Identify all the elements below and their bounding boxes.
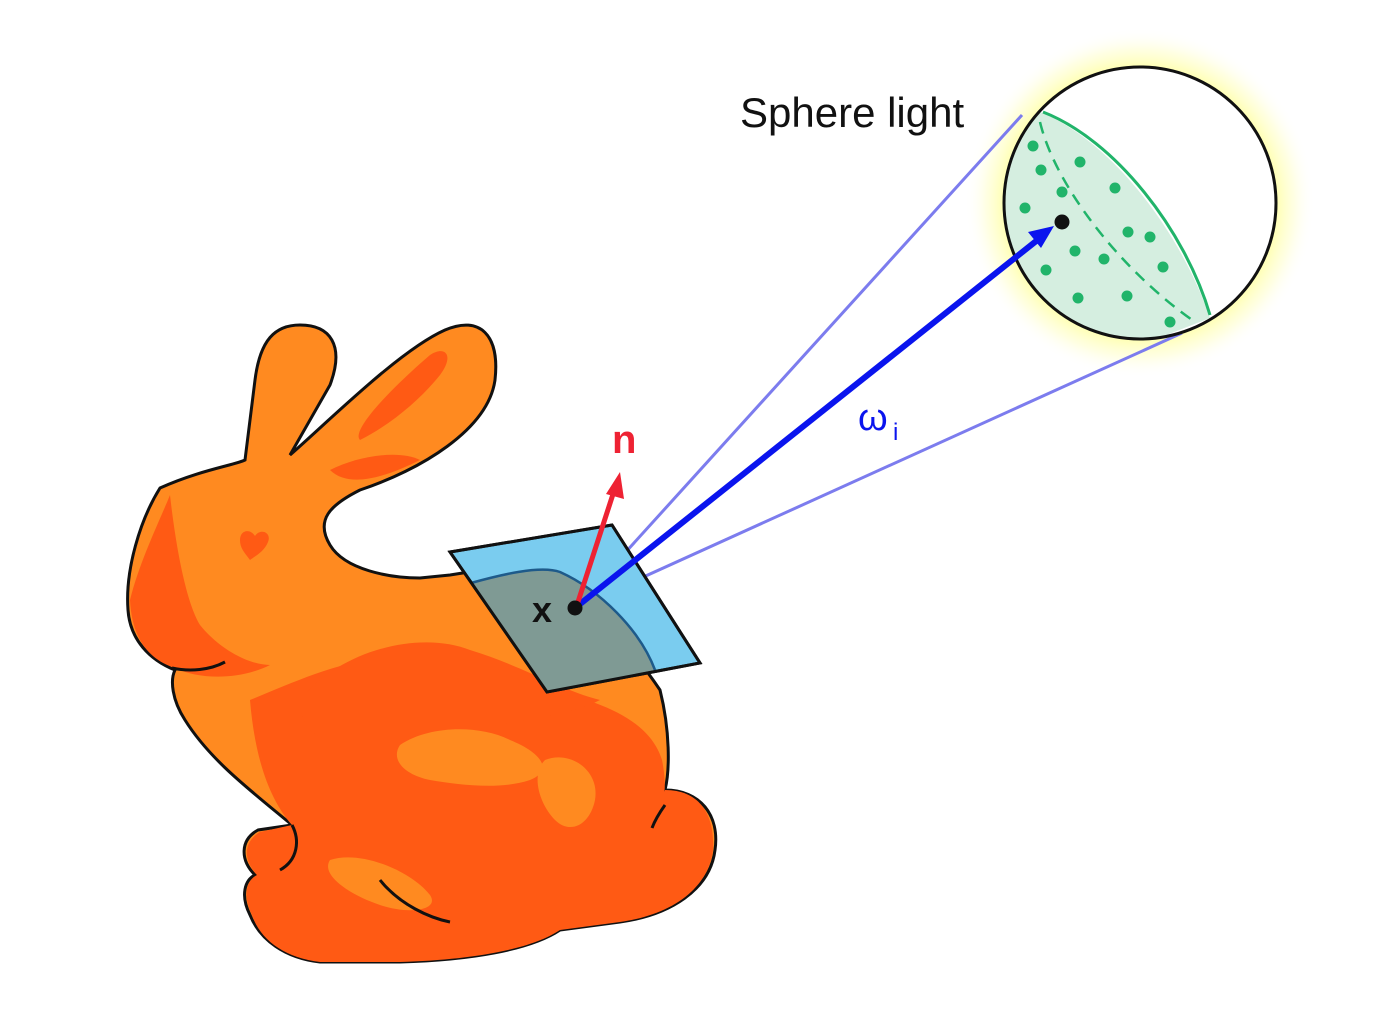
bunny-heart bbox=[240, 531, 269, 560]
sample-points bbox=[1019, 140, 1176, 328]
bunny-ear-shade-2 bbox=[330, 454, 420, 480]
sample-point bbox=[1072, 292, 1084, 304]
tangent-plane-contour bbox=[470, 568, 657, 671]
bunny bbox=[126, 323, 718, 964]
sample-point bbox=[1040, 264, 1052, 276]
bunny-highlight-3 bbox=[328, 857, 432, 911]
bunny-highlight-1 bbox=[396, 729, 543, 786]
direction-arrow bbox=[573, 235, 1042, 611]
sample-point bbox=[1121, 290, 1133, 302]
direction-label: ω bbox=[858, 397, 888, 439]
bunny-paw-line bbox=[279, 824, 298, 872]
shading-point bbox=[567, 600, 583, 616]
light-sample-point bbox=[1054, 214, 1070, 230]
sample-region-dashed bbox=[1038, 121, 1196, 324]
sample-point bbox=[1027, 140, 1039, 152]
sample-point bbox=[1056, 186, 1068, 198]
bunny-ear-shade bbox=[358, 351, 448, 440]
sample-region-edge bbox=[1042, 110, 1212, 316]
sample-point bbox=[1098, 253, 1110, 265]
sample-point bbox=[1157, 261, 1169, 273]
sample-point bbox=[1074, 156, 1086, 168]
direction-label-subscript: i bbox=[893, 419, 898, 446]
cone-line-lower bbox=[574, 331, 1183, 610]
sample-point bbox=[1122, 226, 1134, 238]
sample-point bbox=[1069, 245, 1081, 257]
sample-point bbox=[1109, 182, 1121, 194]
sphere-outline bbox=[1002, 65, 1278, 341]
bunny-foot-line bbox=[378, 879, 451, 924]
bunny-mouth-line bbox=[171, 660, 226, 672]
normal-arrow-head bbox=[606, 472, 624, 499]
sample-point bbox=[1144, 231, 1156, 243]
tangent-plane-outline bbox=[447, 523, 703, 694]
bunny-shade-mid bbox=[300, 642, 600, 741]
normal-label: n bbox=[612, 418, 636, 462]
sample-point bbox=[1035, 164, 1047, 176]
bunny-head-shade bbox=[130, 495, 270, 677]
tangent-plane-overlap bbox=[471, 569, 655, 692]
sphere-light-label: Sphere light bbox=[740, 89, 964, 136]
normal-arrow bbox=[574, 487, 618, 606]
sample-point bbox=[1164, 316, 1176, 328]
bunny-highlight-2 bbox=[537, 757, 596, 828]
sample-point bbox=[1019, 202, 1031, 214]
bunny-tail-line bbox=[650, 804, 667, 829]
direction-arrow-head bbox=[1028, 226, 1054, 248]
point-label: x bbox=[532, 589, 552, 630]
cone-line-upper bbox=[573, 113, 1024, 610]
